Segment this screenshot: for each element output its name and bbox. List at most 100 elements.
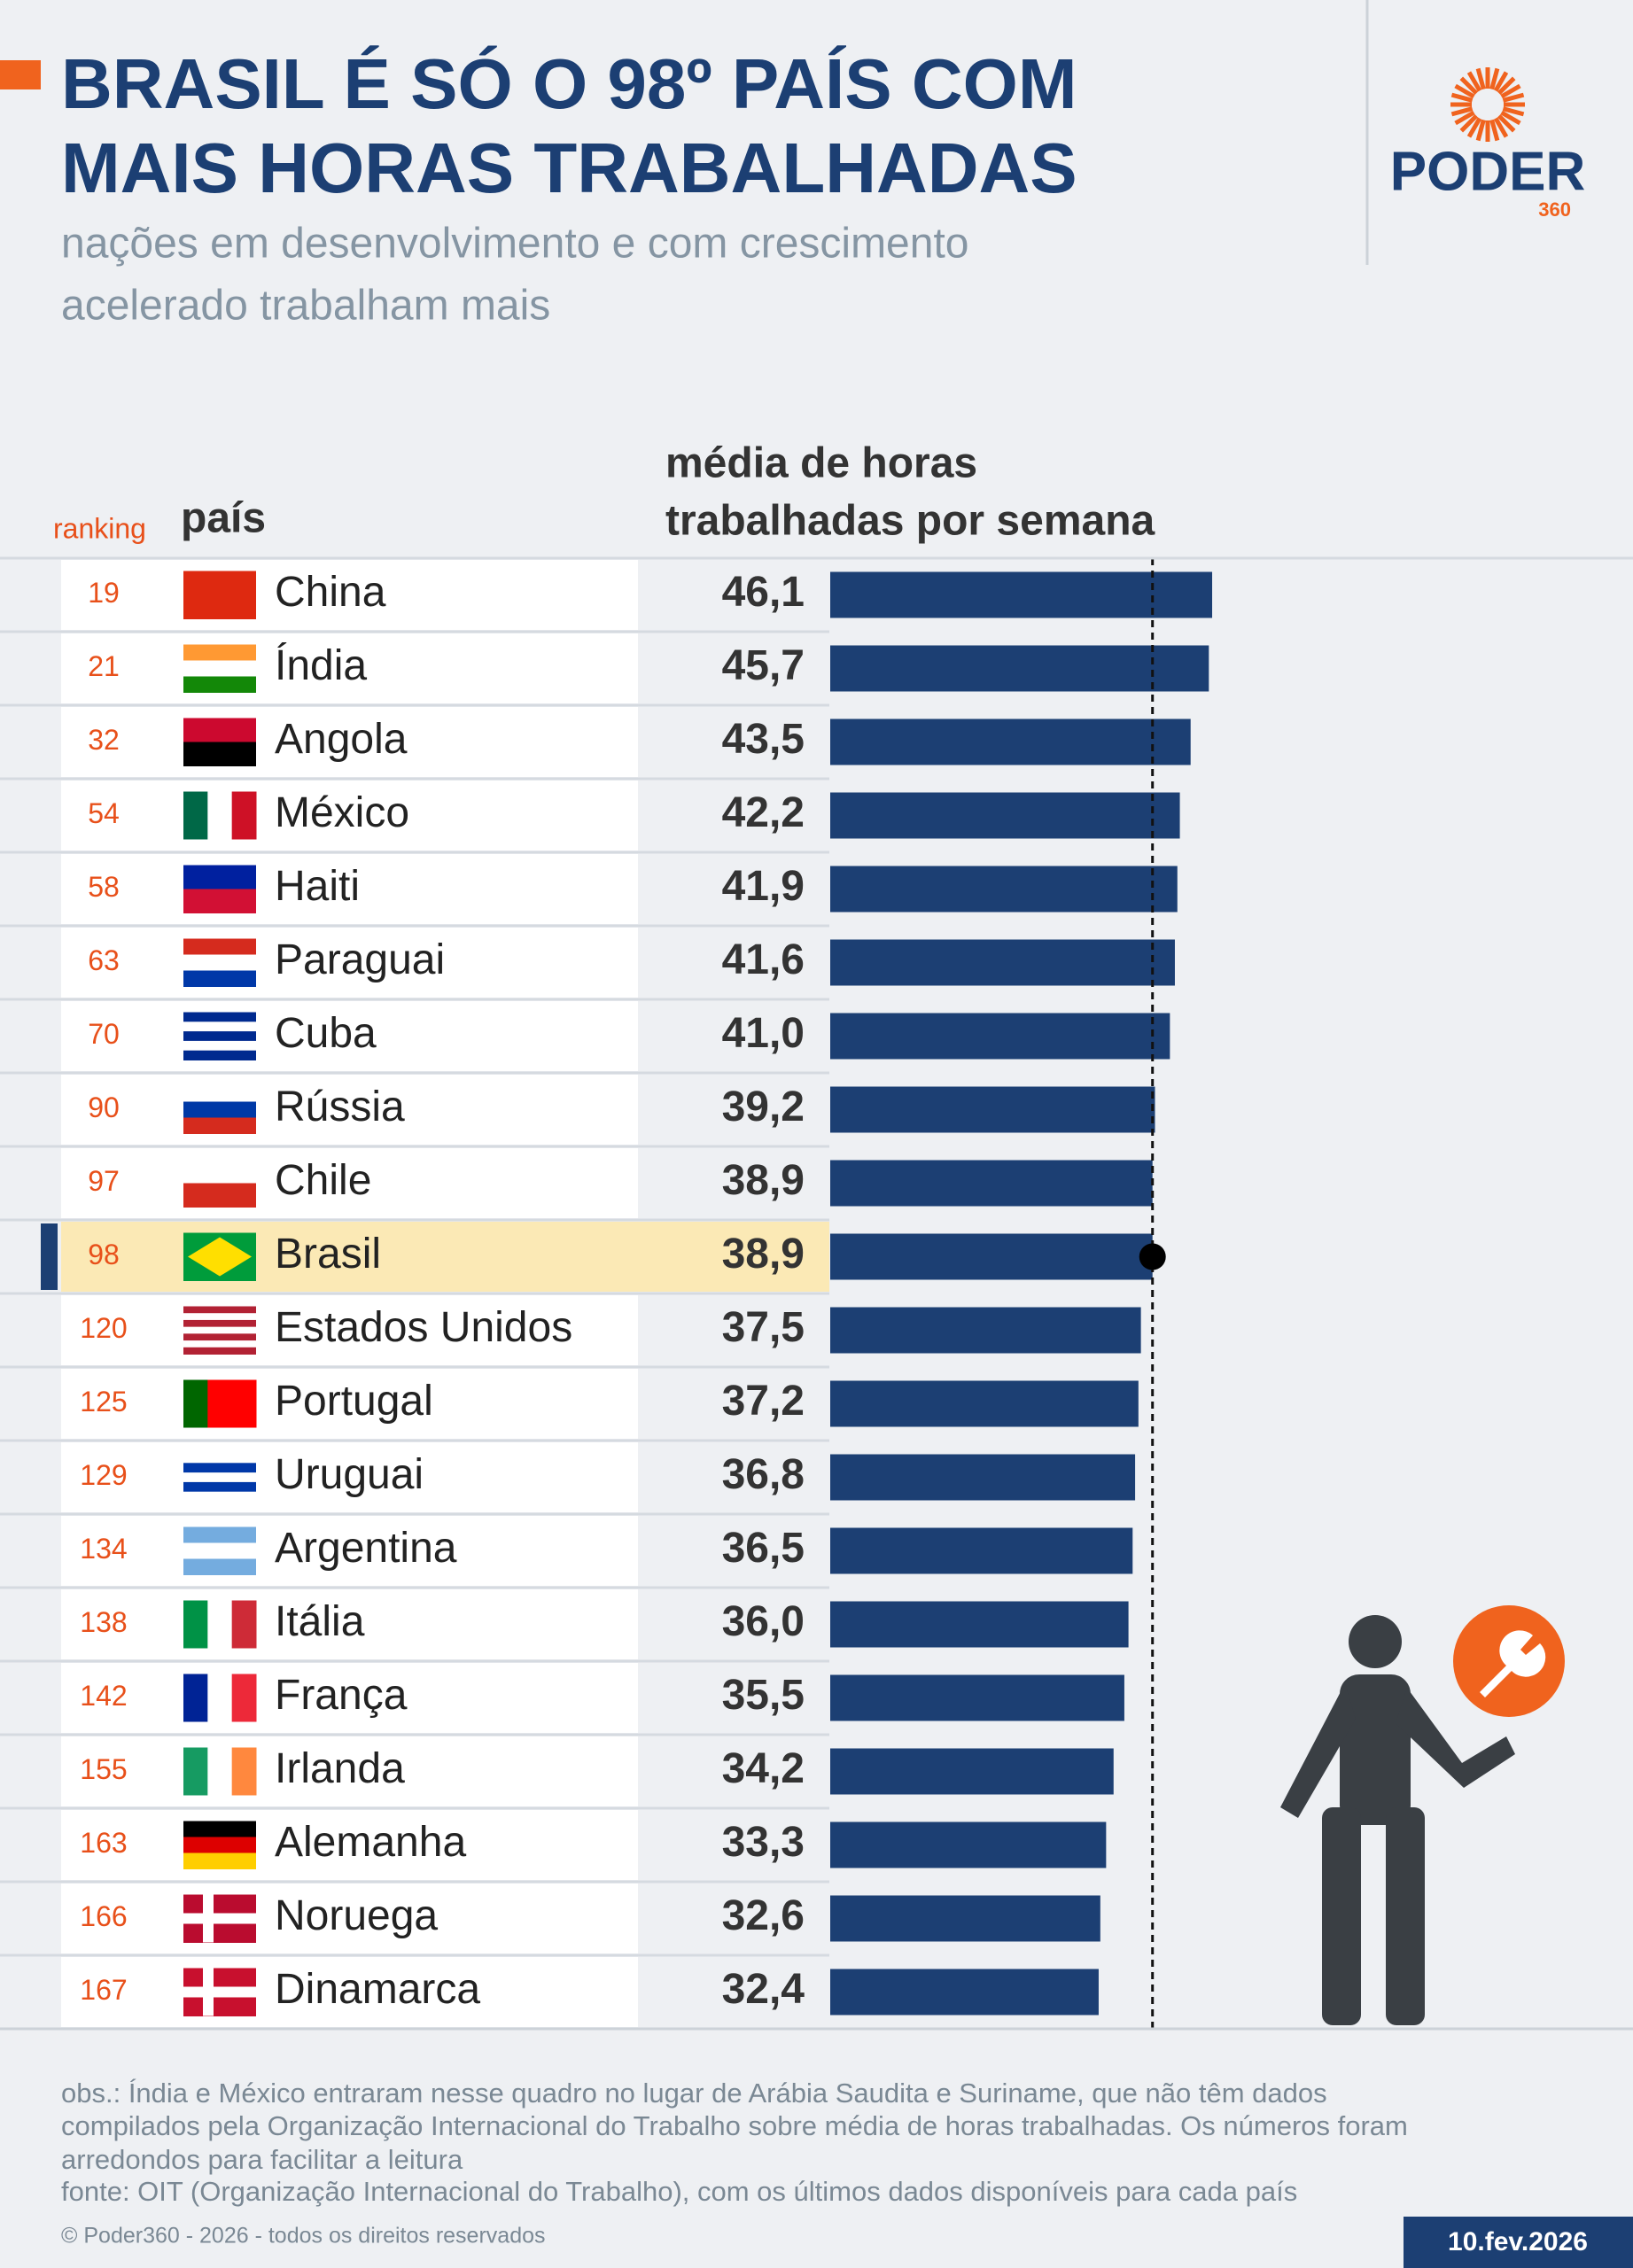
flag-stripe (231, 1379, 257, 1428)
country-name: Irlanda (275, 1745, 405, 1792)
rank: 98 (88, 1239, 120, 1270)
bar (830, 1821, 1107, 1868)
flag-stripe (183, 1183, 256, 1208)
rank: 70 (88, 1018, 120, 1050)
note-line: arredondos para facilitar a leitura (61, 2144, 463, 2175)
value-label: 41,0 (722, 1010, 805, 1057)
flag-stripe (207, 791, 233, 840)
flag-stripe (183, 1159, 256, 1184)
flag-stripe (183, 1021, 256, 1032)
country-name: México (275, 789, 409, 836)
bar (830, 866, 1178, 913)
country-name: Brasil (275, 1231, 381, 1278)
flag-stripe (183, 1031, 256, 1042)
sun-ray (1475, 119, 1486, 142)
sun-ray (1489, 119, 1500, 142)
flag-stripe (183, 1852, 256, 1869)
country-name: Dinamarca (275, 1966, 480, 2013)
rank: 90 (88, 1091, 120, 1123)
country-name: Angola (275, 716, 408, 763)
country-name: Paraguai (275, 936, 445, 983)
country-name: Argentina (275, 1525, 457, 1572)
sun-ray (1497, 76, 1516, 96)
rank: 155 (80, 1753, 127, 1785)
country-name: Uruguai (275, 1451, 424, 1498)
value-label: 37,2 (722, 1378, 805, 1425)
flag-stripe (183, 1600, 208, 1649)
rank: 19 (88, 577, 120, 609)
flag-stripe (207, 1600, 233, 1649)
flag-stripe (183, 1821, 256, 1837)
row-background (61, 633, 638, 703)
row-background (61, 1589, 638, 1659)
country-name: Cuba (275, 1010, 377, 1057)
flag-stripe (183, 1379, 208, 1428)
sun-ray (1497, 113, 1516, 133)
flag-stripe (183, 660, 256, 677)
flag-stripe (183, 865, 256, 889)
bar (830, 1233, 1153, 1280)
value-label: 33,3 (722, 1819, 805, 1866)
flag-stripe (183, 889, 256, 913)
flag-stripe (183, 1526, 256, 1543)
value-label: 32,6 (722, 1892, 805, 1939)
row-background (61, 854, 638, 924)
sun-ray (1493, 71, 1509, 92)
source-line: fonte: OIT (Organização Internacional do… (61, 2176, 1297, 2207)
reference-dot (1139, 1243, 1166, 1270)
sun-ray (1502, 92, 1525, 103)
flag-stripe (183, 1319, 256, 1328)
flag-stripe (183, 1085, 256, 1102)
rank: 142 (80, 1680, 127, 1712)
value-label: 43,5 (722, 716, 805, 763)
flag-stripe (183, 1472, 256, 1483)
row-background (61, 928, 638, 998)
value-label: 45,7 (722, 642, 805, 689)
country-name: Estados Unidos (275, 1304, 572, 1351)
country-name: Alemanha (275, 1819, 466, 1866)
row-background (61, 1001, 638, 1071)
flag-stripe (183, 1040, 256, 1052)
row-background (61, 1516, 638, 1586)
value-label: 38,9 (722, 1157, 805, 1204)
rank-header: ranking (53, 512, 146, 544)
flag-stripe (207, 1674, 233, 1722)
logo-sun (1450, 67, 1525, 142)
flag-stripe (183, 954, 256, 971)
flag-stripe (183, 571, 256, 619)
sun-ray (1466, 71, 1482, 92)
flag-stripe (183, 1050, 256, 1060)
rank: 63 (88, 944, 120, 976)
flag-stripe (183, 1674, 208, 1722)
country-name: Rússia (275, 1084, 405, 1130)
note-line: obs.: Índia e México entraram nesse quad… (61, 2078, 1327, 2109)
value-label: 35,5 (722, 1672, 805, 1719)
row-background (61, 1736, 638, 1806)
flag-cross (183, 1986, 256, 1998)
row-background (61, 1884, 638, 1953)
logo-suffix: 360 (1538, 198, 1571, 221)
row-background (61, 781, 638, 850)
rank: 120 (80, 1312, 127, 1344)
accent-mark (0, 60, 41, 89)
value-label: 42,2 (722, 789, 805, 836)
rank: 32 (88, 724, 120, 756)
logo-name: PODER (1390, 141, 1585, 202)
flag-stripe (183, 1313, 256, 1321)
row-background (61, 560, 638, 630)
row-background (61, 707, 638, 777)
flag-stripe (183, 1326, 256, 1334)
flag-stripe (183, 1463, 256, 1473)
country-name: Itália (275, 1598, 365, 1645)
bar (830, 1380, 1139, 1427)
row-background (61, 1295, 638, 1365)
flag-stripe (183, 1558, 256, 1575)
bar (830, 1527, 1133, 1574)
row-background (61, 1075, 638, 1145)
rank: 138 (80, 1606, 127, 1638)
rank: 166 (80, 1900, 127, 1932)
flag-stripe (183, 742, 256, 766)
row-background (61, 1222, 829, 1292)
bar (830, 718, 1191, 765)
